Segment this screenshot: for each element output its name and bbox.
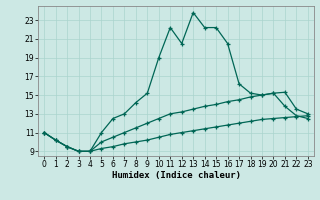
X-axis label: Humidex (Indice chaleur): Humidex (Indice chaleur) (111, 171, 241, 180)
